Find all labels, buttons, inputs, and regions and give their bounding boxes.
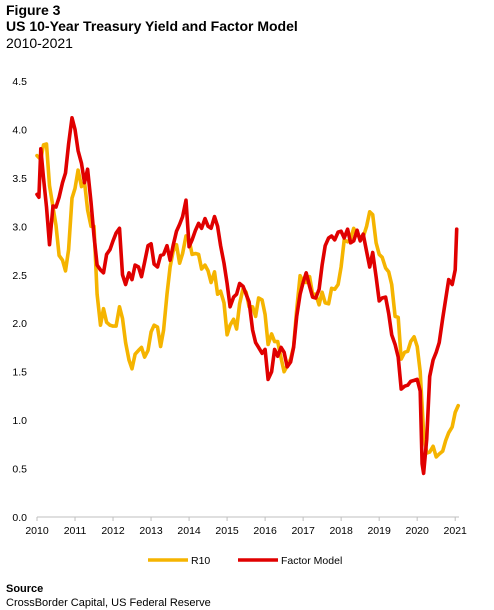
x-tick-label: 2014 [177, 525, 201, 537]
legend-label-r10: R10 [191, 555, 210, 567]
legend-label-factor-model: Factor Model [281, 555, 342, 567]
y-tick-label: 0.5 [12, 464, 27, 476]
chart-axes: 0.0 0.5 1.0 1.5 2.0 2.5 3.0 3.5 4.0 4.5 2010 2011 20… [12, 76, 467, 537]
x-tick-label: 2020 [406, 525, 430, 537]
y-tick-label: 4.5 [12, 76, 27, 88]
x-tick-label: 2016 [253, 525, 277, 537]
figure-label: Figure 3 [6, 2, 61, 18]
y-tick-label: 3.0 [12, 221, 27, 233]
x-tick-label: 2018 [329, 525, 353, 537]
y-tick-label: 4.0 [12, 124, 27, 136]
y-tick-label: 1.5 [12, 367, 27, 379]
chart-legend: R10 Factor Model [148, 555, 342, 567]
y-tick-label: 3.5 [12, 173, 27, 185]
x-tick-label: 2012 [101, 525, 125, 537]
y-tick-label: 2.5 [12, 270, 27, 282]
series-line-factor-model [35, 116, 459, 476]
x-tick-label: 2017 [291, 525, 315, 537]
x-tick-label: 2021 [444, 525, 468, 537]
x-tick-label: 2019 [367, 525, 391, 537]
source-label: Source [6, 583, 44, 595]
x-tick-label: 2013 [139, 525, 163, 537]
x-tick-label: 2015 [215, 525, 239, 537]
line-chart: 0.0 0.5 1.0 1.5 2.0 2.5 3.0 3.5 4.0 4.5 2010 2011 20… [12, 76, 467, 567]
x-tick-label: 2010 [25, 525, 49, 537]
y-tick-label: 1.0 [12, 415, 27, 427]
chart-subtitle: 2010-2021 [6, 35, 73, 51]
y-tick-label: 0.0 [12, 512, 27, 524]
series-layer [35, 116, 460, 476]
y-tick-label: 2.0 [12, 318, 27, 330]
source-text: CrossBorder Capital, US Federal Reserve [6, 597, 211, 609]
chart-title: US 10-Year Treasury Yield and Factor Mod… [6, 18, 298, 34]
x-tick-label: 2011 [64, 525, 87, 537]
